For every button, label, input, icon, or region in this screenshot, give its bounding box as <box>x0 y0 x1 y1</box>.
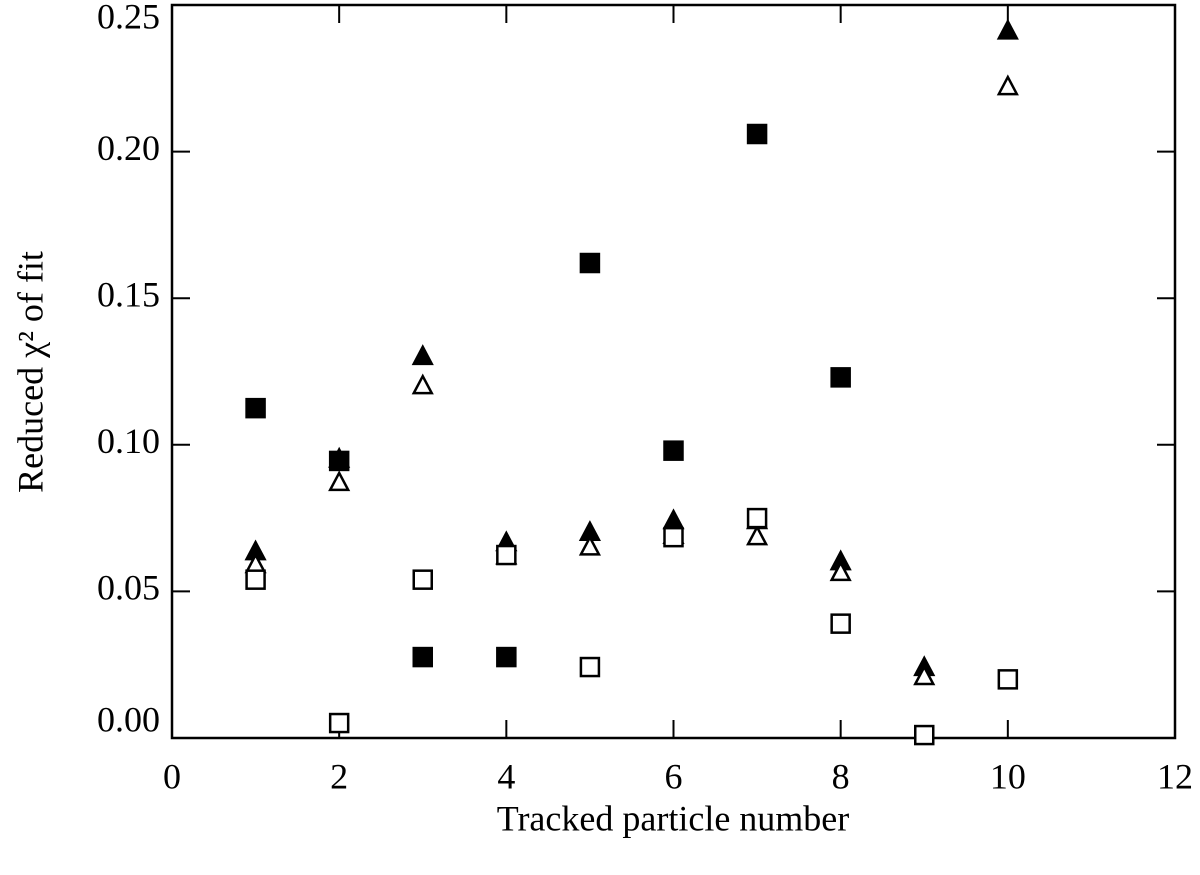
square-point <box>830 367 851 388</box>
square-point <box>412 569 433 590</box>
x-tick-label: 6 <box>665 756 683 796</box>
x-tick-label: 2 <box>330 756 348 796</box>
square-point <box>830 613 851 634</box>
triangle-point <box>578 534 601 556</box>
x-tick-label: 8 <box>832 756 850 796</box>
triangle-point <box>913 664 936 686</box>
x-tick-label: 4 <box>497 756 515 796</box>
triangle-point <box>328 470 351 492</box>
x-tick-label: 0 <box>163 756 181 796</box>
square-point <box>579 252 601 274</box>
triangle-point <box>328 446 351 468</box>
square-point <box>245 397 266 419</box>
square-point <box>997 669 1019 690</box>
square-point <box>914 724 935 746</box>
square-point <box>412 646 433 668</box>
triangle-point <box>996 74 1019 96</box>
y-tick-label: 0.00 <box>97 699 160 739</box>
plot-frame <box>170 3 1177 740</box>
square-point <box>579 656 601 678</box>
x-tick-label: 10 <box>990 756 1026 796</box>
square-point <box>746 123 768 145</box>
triangle-point <box>411 344 434 366</box>
square-point <box>746 507 768 529</box>
square-point <box>663 440 684 461</box>
triangle-point <box>411 373 434 395</box>
y-axis-label: Reduced χ² of fit <box>10 251 50 493</box>
y-tick-label: 0.25 <box>97 0 160 36</box>
square-point <box>663 526 684 548</box>
y-tick-label: 0.10 <box>97 421 160 461</box>
square-point <box>245 569 266 590</box>
triangle-point <box>829 560 852 582</box>
triangle-point <box>746 524 769 546</box>
square-point <box>496 646 517 668</box>
x-tick-label: 12 <box>1157 756 1193 796</box>
x-axis-label: Tracked particle number <box>497 798 850 838</box>
square-point <box>496 544 517 566</box>
triangle-point <box>996 18 1019 40</box>
y-tick-label: 0.15 <box>97 274 160 314</box>
square-point <box>328 712 350 734</box>
y-tick-label: 0.05 <box>97 568 160 608</box>
y-tick-label: 0.20 <box>97 128 160 168</box>
